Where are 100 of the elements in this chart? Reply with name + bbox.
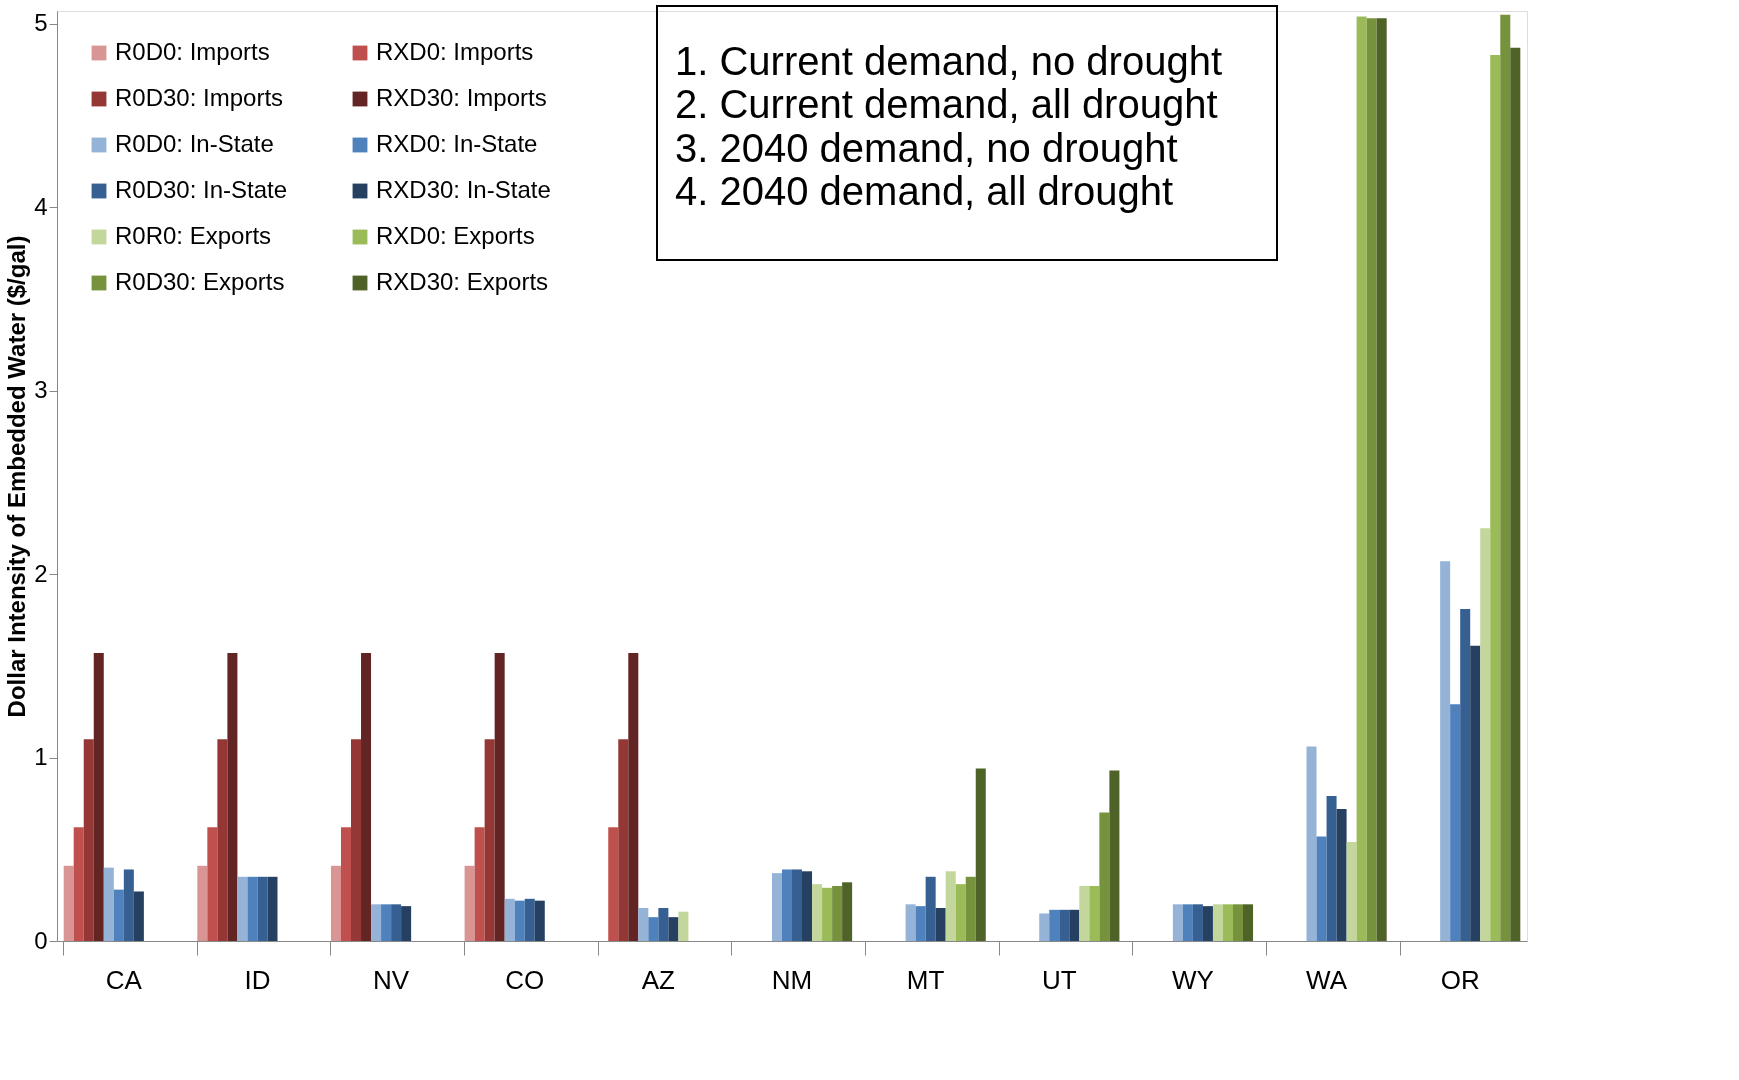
bar [822,887,833,941]
bar [381,904,392,941]
bar [474,827,485,941]
legend-label: R0D30: Imports [115,84,284,111]
bar [1109,770,1120,941]
bar [330,865,341,941]
bar [1059,909,1070,941]
annotation: 4. 2040 demand, all drought [675,169,1174,214]
bar [1202,906,1213,941]
y-tick-label: 4 [34,192,48,220]
legend-label: RXD30: In-State [376,176,551,203]
bar [1099,812,1110,941]
annotation: 2. Current demand, all drought [675,82,1218,127]
y-axis-title: Dollar Intensity of Embedded Water ($/gal) [3,235,31,718]
bar [658,907,669,941]
bar [842,882,853,941]
bar [237,876,248,941]
y-tick-label: 3 [34,376,48,404]
bar [1460,608,1471,941]
bar [217,739,228,941]
bar [93,653,104,941]
bar [618,739,629,941]
legend-label: RXD0: In-State [376,130,538,157]
bar [1182,904,1193,941]
bar [1192,904,1203,941]
bar [802,871,813,941]
bar [227,653,238,941]
bar [123,869,134,941]
bar [668,917,679,941]
x-tick-label: CO [505,964,545,995]
bar [1172,904,1183,941]
legend-label: R0D0: Imports [115,38,270,65]
bar [504,898,515,941]
bar [73,827,84,941]
legend-label: R0D30: Exports [115,268,285,295]
x-tick-label: OR [1440,964,1480,995]
bar [1450,704,1461,941]
bar [638,907,649,941]
bar [771,873,782,941]
bar [1039,913,1050,941]
bar [1069,909,1080,941]
legend-label: RXD0: Exports [376,222,535,249]
legend-label: RXD30: Exports [376,268,549,295]
bar [1049,909,1060,941]
x-tick-label: AZ [641,964,676,995]
y-tick-label: 2 [34,559,48,587]
bar [401,906,412,941]
bar [1356,16,1367,941]
bar [197,865,208,941]
x-tick-label: WA [1306,964,1348,995]
y-tick-label: 5 [34,9,48,37]
bar [83,739,94,941]
x-tick-label: NV [373,964,410,995]
bar [391,904,402,941]
bar [832,885,843,941]
bar [1089,885,1100,941]
bar [1366,18,1377,941]
bar [351,739,362,941]
annotation: 3. 2040 demand, no drought [675,125,1178,170]
bar [267,876,278,941]
bar [935,907,946,941]
x-tick-label: MT [906,964,945,995]
x-tick-label: UT [1041,964,1077,995]
bar [514,900,525,941]
y-tick-label: 0 [34,926,48,954]
x-tick-label: ID [244,964,271,995]
bar [1212,904,1223,941]
bar [1306,746,1317,941]
bar [812,884,823,941]
bar [965,876,976,941]
bar [524,898,535,941]
bar [925,876,936,941]
bar [678,911,689,941]
bar [494,653,505,941]
bar [534,900,545,941]
annotation: 1. Current demand, no drought [675,38,1223,83]
bar [340,827,351,941]
bar [1326,796,1337,941]
bar [905,904,916,941]
bar [608,827,619,941]
bar [1490,55,1501,941]
bar [371,904,382,941]
bar [975,768,986,941]
legend-label: R0R0: Exports [115,222,272,249]
bar [1510,47,1521,941]
bar [1346,841,1357,941]
legend-label: R0D0: In-State [115,130,274,157]
x-tick-label: WY [1171,964,1214,995]
bar [207,827,218,941]
legend-label: RXD0: Imports [376,38,534,65]
bar [247,876,258,941]
bar [1079,885,1090,941]
bar [1480,528,1491,941]
x-tick-label: NM [771,964,813,995]
bar [1440,561,1451,941]
bar [1470,645,1481,941]
bar [484,739,495,941]
y-tick-label: 1 [34,743,48,771]
bar [1376,18,1387,941]
bar [63,865,74,941]
